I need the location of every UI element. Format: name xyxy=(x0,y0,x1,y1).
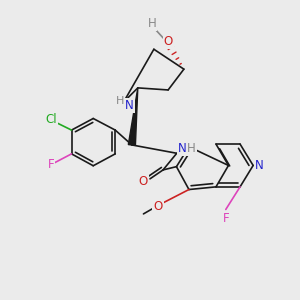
Text: Cl: Cl xyxy=(45,113,57,126)
Text: O: O xyxy=(164,35,173,48)
Text: N: N xyxy=(255,159,264,172)
Text: F: F xyxy=(223,212,229,225)
Text: H: H xyxy=(116,96,124,106)
Text: O: O xyxy=(153,200,163,213)
Text: N: N xyxy=(125,99,134,112)
Text: F: F xyxy=(48,158,54,171)
Text: H: H xyxy=(187,142,196,155)
Text: N: N xyxy=(178,142,187,155)
Text: H: H xyxy=(148,16,157,30)
Text: O: O xyxy=(139,175,148,188)
Polygon shape xyxy=(128,88,138,145)
